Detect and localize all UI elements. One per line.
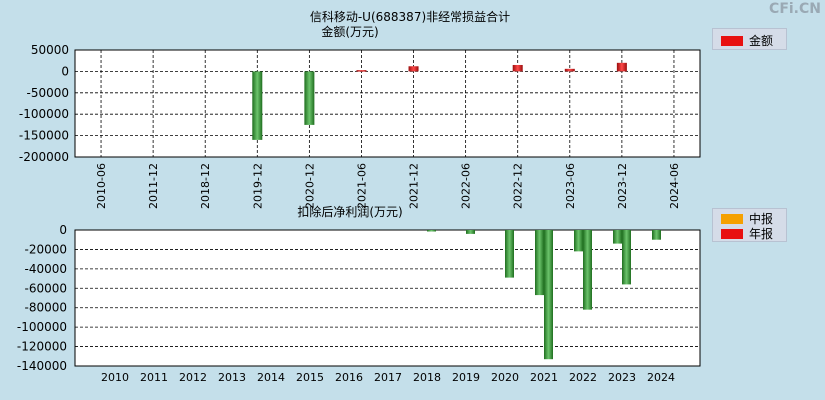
chart2-x-tick-label: 2011	[140, 371, 168, 384]
chart1-title: 信科移动-U(688387)非经常损益合计	[310, 9, 510, 24]
chart2-bar-annual	[583, 230, 592, 310]
chart2-x-tick-label: 2015	[296, 371, 324, 384]
chart2-title: 扣除后净利润(万元)	[297, 204, 402, 219]
legend-label-amount: 金额	[749, 34, 774, 48]
chart1-y-tick-label: -150000	[19, 129, 69, 143]
legend-item-amount: 金额	[713, 33, 786, 48]
legend-swatch-annual	[721, 228, 743, 239]
chart2-x-tick-label: 2019	[452, 371, 480, 384]
chart2-y-tick-label: -20000	[24, 242, 67, 256]
chart1-subtitle: 金额(万元)	[321, 24, 378, 39]
chart2-bar-annual	[622, 230, 631, 285]
chart2-y-tick-label: -120000	[17, 340, 67, 354]
chart1-x-tick-label: 2022-12	[512, 163, 525, 209]
chart1-x-tick-label: 2011-12	[147, 163, 160, 209]
chart1-gridlines	[75, 50, 700, 157]
chart2-y-tick-label: -60000	[24, 281, 67, 295]
chart1-x-ticks: 2010-06 2011-12 2018-12 2019-12 2020-12 2021-…	[95, 163, 681, 209]
watermark: CFi.CN	[769, 1, 821, 17]
chart2-gridlines	[75, 249, 700, 347]
chart2-x-tick-label: 2024	[647, 371, 675, 384]
chart2-x-tick-label: 2014	[257, 371, 285, 384]
chart1-y-tick-label: 0	[61, 64, 69, 78]
chart2-bar-annual	[466, 230, 475, 234]
chart1-bar	[356, 70, 367, 72]
chart1-y-tick-label: -100000	[19, 107, 69, 121]
chart2-bar-interim	[652, 230, 661, 240]
chart1-x-tick-label: 2023-12	[616, 163, 629, 209]
chart2-x-ticks: 2010 2011 2012 2013 2014 2015 2016 2017 2018 2019…	[101, 371, 675, 384]
chart1-plot-area	[74, 49, 701, 158]
chart1-x-tick-label: 2022-06	[460, 163, 473, 209]
chart1-x-tick-label: 2018-12	[199, 163, 212, 209]
chart1-bar	[304, 71, 315, 125]
legend-swatch-interim	[721, 213, 743, 224]
legend-item-annual: 年报	[713, 226, 786, 241]
chart2-x-tick-label: 2017	[374, 371, 402, 384]
chart1-x-tick-label: 2019-12	[251, 163, 264, 209]
chart1-x-tick-label: 2023-06	[564, 163, 577, 209]
chart2-bar-annual	[544, 230, 553, 360]
legend-item-interim: 中报	[713, 211, 786, 226]
chart2-x-tick-label: 2023	[608, 371, 636, 384]
chart1-y-tick-label: -200000	[19, 150, 69, 164]
chart1-x-tick-label: 2021-12	[408, 163, 421, 209]
chart2-x-tick-label: 2022	[569, 371, 597, 384]
chart1-x-tick-label: 2024-06	[668, 163, 681, 209]
chart2-x-tick-label: 2020	[491, 371, 519, 384]
chart1-bar	[616, 62, 627, 72]
chart2-x-tick-label: 2021	[530, 371, 558, 384]
chart2-bar-annual	[427, 230, 436, 232]
chart2-y-ticks: 0 -20000 -40000 -60000 -80000 -100000 -120000 -…	[17, 223, 67, 373]
chart2-x-tick-label: 2016	[335, 371, 363, 384]
chart2-bar-interim	[574, 230, 583, 252]
chart1-x-tick-label: 2021-06	[355, 163, 368, 209]
chart1-legend: 金额	[712, 28, 787, 50]
legend-label-annual: 年报	[749, 227, 774, 241]
chart2-bar-interim	[613, 230, 622, 244]
chart2-y-tick-label: -40000	[24, 262, 67, 276]
legend-swatch-amount	[721, 35, 743, 46]
chart2-y-tick-label: 0	[59, 223, 67, 237]
chart1-y-tick-label: 50000	[31, 43, 69, 57]
chart1-bar	[252, 71, 263, 140]
chart2-x-tick-label: 2013	[218, 371, 246, 384]
chart2-bar-annual	[505, 230, 514, 278]
chart2-x-tick-label: 2012	[179, 371, 207, 384]
chart2-y-tick-label: -140000	[17, 359, 67, 373]
chart2-x-tick-label: 2010	[101, 371, 129, 384]
chart1-x-tick-label: 2020-12	[303, 163, 316, 209]
chart1-x-tick-label: 2010-06	[95, 163, 108, 209]
chart2-legend: 中报 年报	[712, 208, 787, 242]
legend-label-interim: 中报	[749, 212, 774, 226]
chart1-bar	[408, 66, 419, 72]
chart1-bars	[252, 62, 627, 140]
chart1-y-tick-label: -50000	[26, 86, 69, 100]
chart2-y-tick-label: -100000	[17, 320, 67, 334]
chart1-y-ticks: 50000 0 -50000 -100000 -150000 -200000	[19, 43, 69, 164]
chart1-bar	[564, 68, 575, 72]
chart2-plot-area	[74, 229, 701, 367]
chart2-x-tick-label: 2018	[413, 371, 441, 384]
chart2-bar-interim	[535, 230, 544, 296]
chart1-bar	[512, 64, 523, 72]
chart2-bars	[427, 230, 661, 360]
chart2-y-tick-label: -80000	[24, 301, 67, 315]
